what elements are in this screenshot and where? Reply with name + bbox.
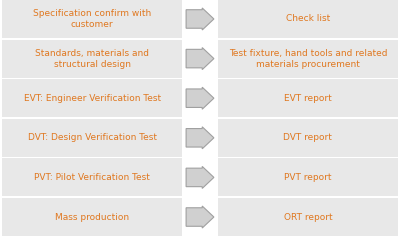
Polygon shape [186, 127, 214, 149]
Text: EVT: Engineer Verification Test: EVT: Engineer Verification Test [24, 94, 161, 103]
Text: ORT report: ORT report [284, 213, 332, 222]
Polygon shape [186, 166, 214, 188]
FancyBboxPatch shape [218, 79, 398, 117]
Text: DVT: Design Verification Test: DVT: Design Verification Test [28, 133, 156, 142]
FancyBboxPatch shape [2, 119, 182, 157]
Text: Specification confirm with
customer: Specification confirm with customer [33, 9, 151, 29]
FancyBboxPatch shape [2, 158, 182, 196]
FancyBboxPatch shape [2, 198, 182, 236]
FancyBboxPatch shape [218, 40, 398, 78]
Polygon shape [186, 87, 214, 109]
Text: Check list: Check list [286, 14, 330, 23]
Polygon shape [186, 48, 214, 70]
FancyBboxPatch shape [218, 0, 398, 38]
FancyBboxPatch shape [218, 119, 398, 157]
FancyBboxPatch shape [2, 0, 182, 38]
Polygon shape [186, 206, 214, 228]
FancyBboxPatch shape [2, 40, 182, 78]
Text: PVT report: PVT report [284, 173, 332, 182]
Text: PVT: Pilot Verification Test: PVT: Pilot Verification Test [34, 173, 150, 182]
FancyBboxPatch shape [218, 158, 398, 196]
FancyBboxPatch shape [2, 79, 182, 117]
Polygon shape [186, 8, 214, 30]
FancyBboxPatch shape [218, 198, 398, 236]
Text: Standards, materials and
structural design: Standards, materials and structural desi… [35, 49, 149, 69]
Text: DVT report: DVT report [284, 133, 332, 142]
Text: EVT report: EVT report [284, 94, 332, 103]
Text: Mass production: Mass production [55, 213, 129, 222]
Text: Test fixture, hand tools and related
materials procurement: Test fixture, hand tools and related mat… [229, 49, 387, 69]
